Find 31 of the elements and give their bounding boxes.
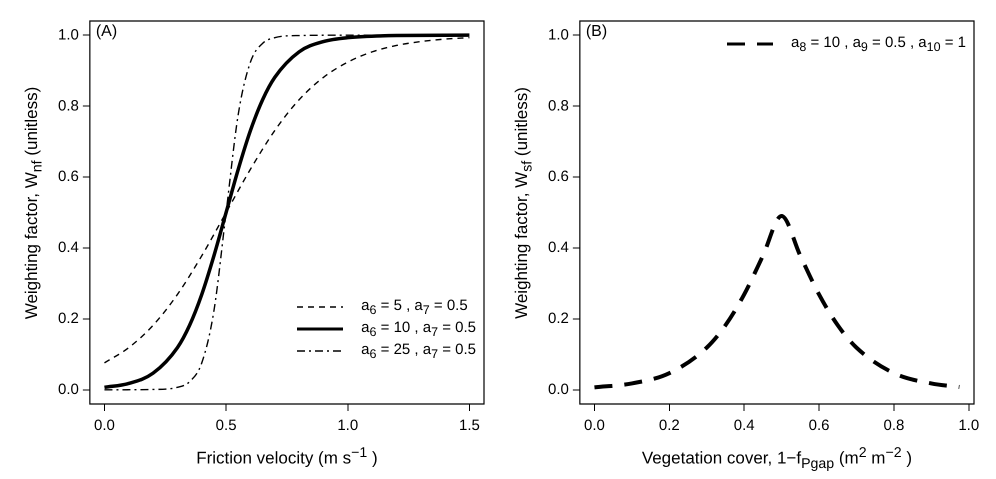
x-tick-label: 0.5 xyxy=(216,417,237,434)
x-tick-label: 0.0 xyxy=(94,417,115,434)
y-tick-label: 0.2 xyxy=(548,310,569,328)
x-tick-label: 0.2 xyxy=(658,417,680,434)
line-series xyxy=(592,214,962,390)
y-tick-label: 0.2 xyxy=(58,310,79,328)
y-tick-label: 0.0 xyxy=(58,380,79,398)
x-axis-title: Friction velocity (m s$^{−1}$ ) xyxy=(195,445,379,469)
y-tick-label: 0.4 xyxy=(58,239,79,256)
chart-title: (A) xyxy=(96,23,118,41)
y-tick-label: 0.6 xyxy=(58,168,79,186)
y-tick-label: 0.6 xyxy=(548,168,569,186)
x-tick-label: 0.6 xyxy=(808,417,830,434)
y-tick-label: 1.0 xyxy=(58,26,79,44)
legend-label: a$_{6}$ = 10 , a$_{7}$ = 0.5 xyxy=(361,319,476,339)
x-tick-label: 0.4 xyxy=(734,417,755,434)
x-axis-title: Vegetation cover, 1−f$_{Pgap}$ (m$^{2}$ m$^{−2}$ ) xyxy=(640,445,913,472)
x-tick-label: 1.5 xyxy=(458,417,480,434)
y-tick-label: 1.0 xyxy=(548,26,569,44)
x-tick-label: 1.0 xyxy=(958,417,980,434)
y-tick-label: 0.4 xyxy=(548,239,569,256)
y-tick-label: 0.8 xyxy=(58,97,79,114)
x-tick-label: 0.0 xyxy=(584,417,605,434)
chart-title: (B) xyxy=(586,23,608,41)
legend-label: a$_{8}$ = 10 , a$_{9}$ = 0.5 , a$_{10}$ = 1 xyxy=(790,34,966,54)
x-tick-label: 1.0 xyxy=(337,417,358,434)
y-tick-label: 0.8 xyxy=(548,97,569,114)
x-tick-label: 0.8 xyxy=(883,417,904,434)
legend-label: a$_{6}$ = 5 , a$_{7}$ = 0.5 xyxy=(361,297,468,317)
legend-label: a$_{6}$ = 25 , a$_{7}$ = 0.5 xyxy=(361,341,476,361)
y-tick-label: 0.0 xyxy=(548,380,569,398)
